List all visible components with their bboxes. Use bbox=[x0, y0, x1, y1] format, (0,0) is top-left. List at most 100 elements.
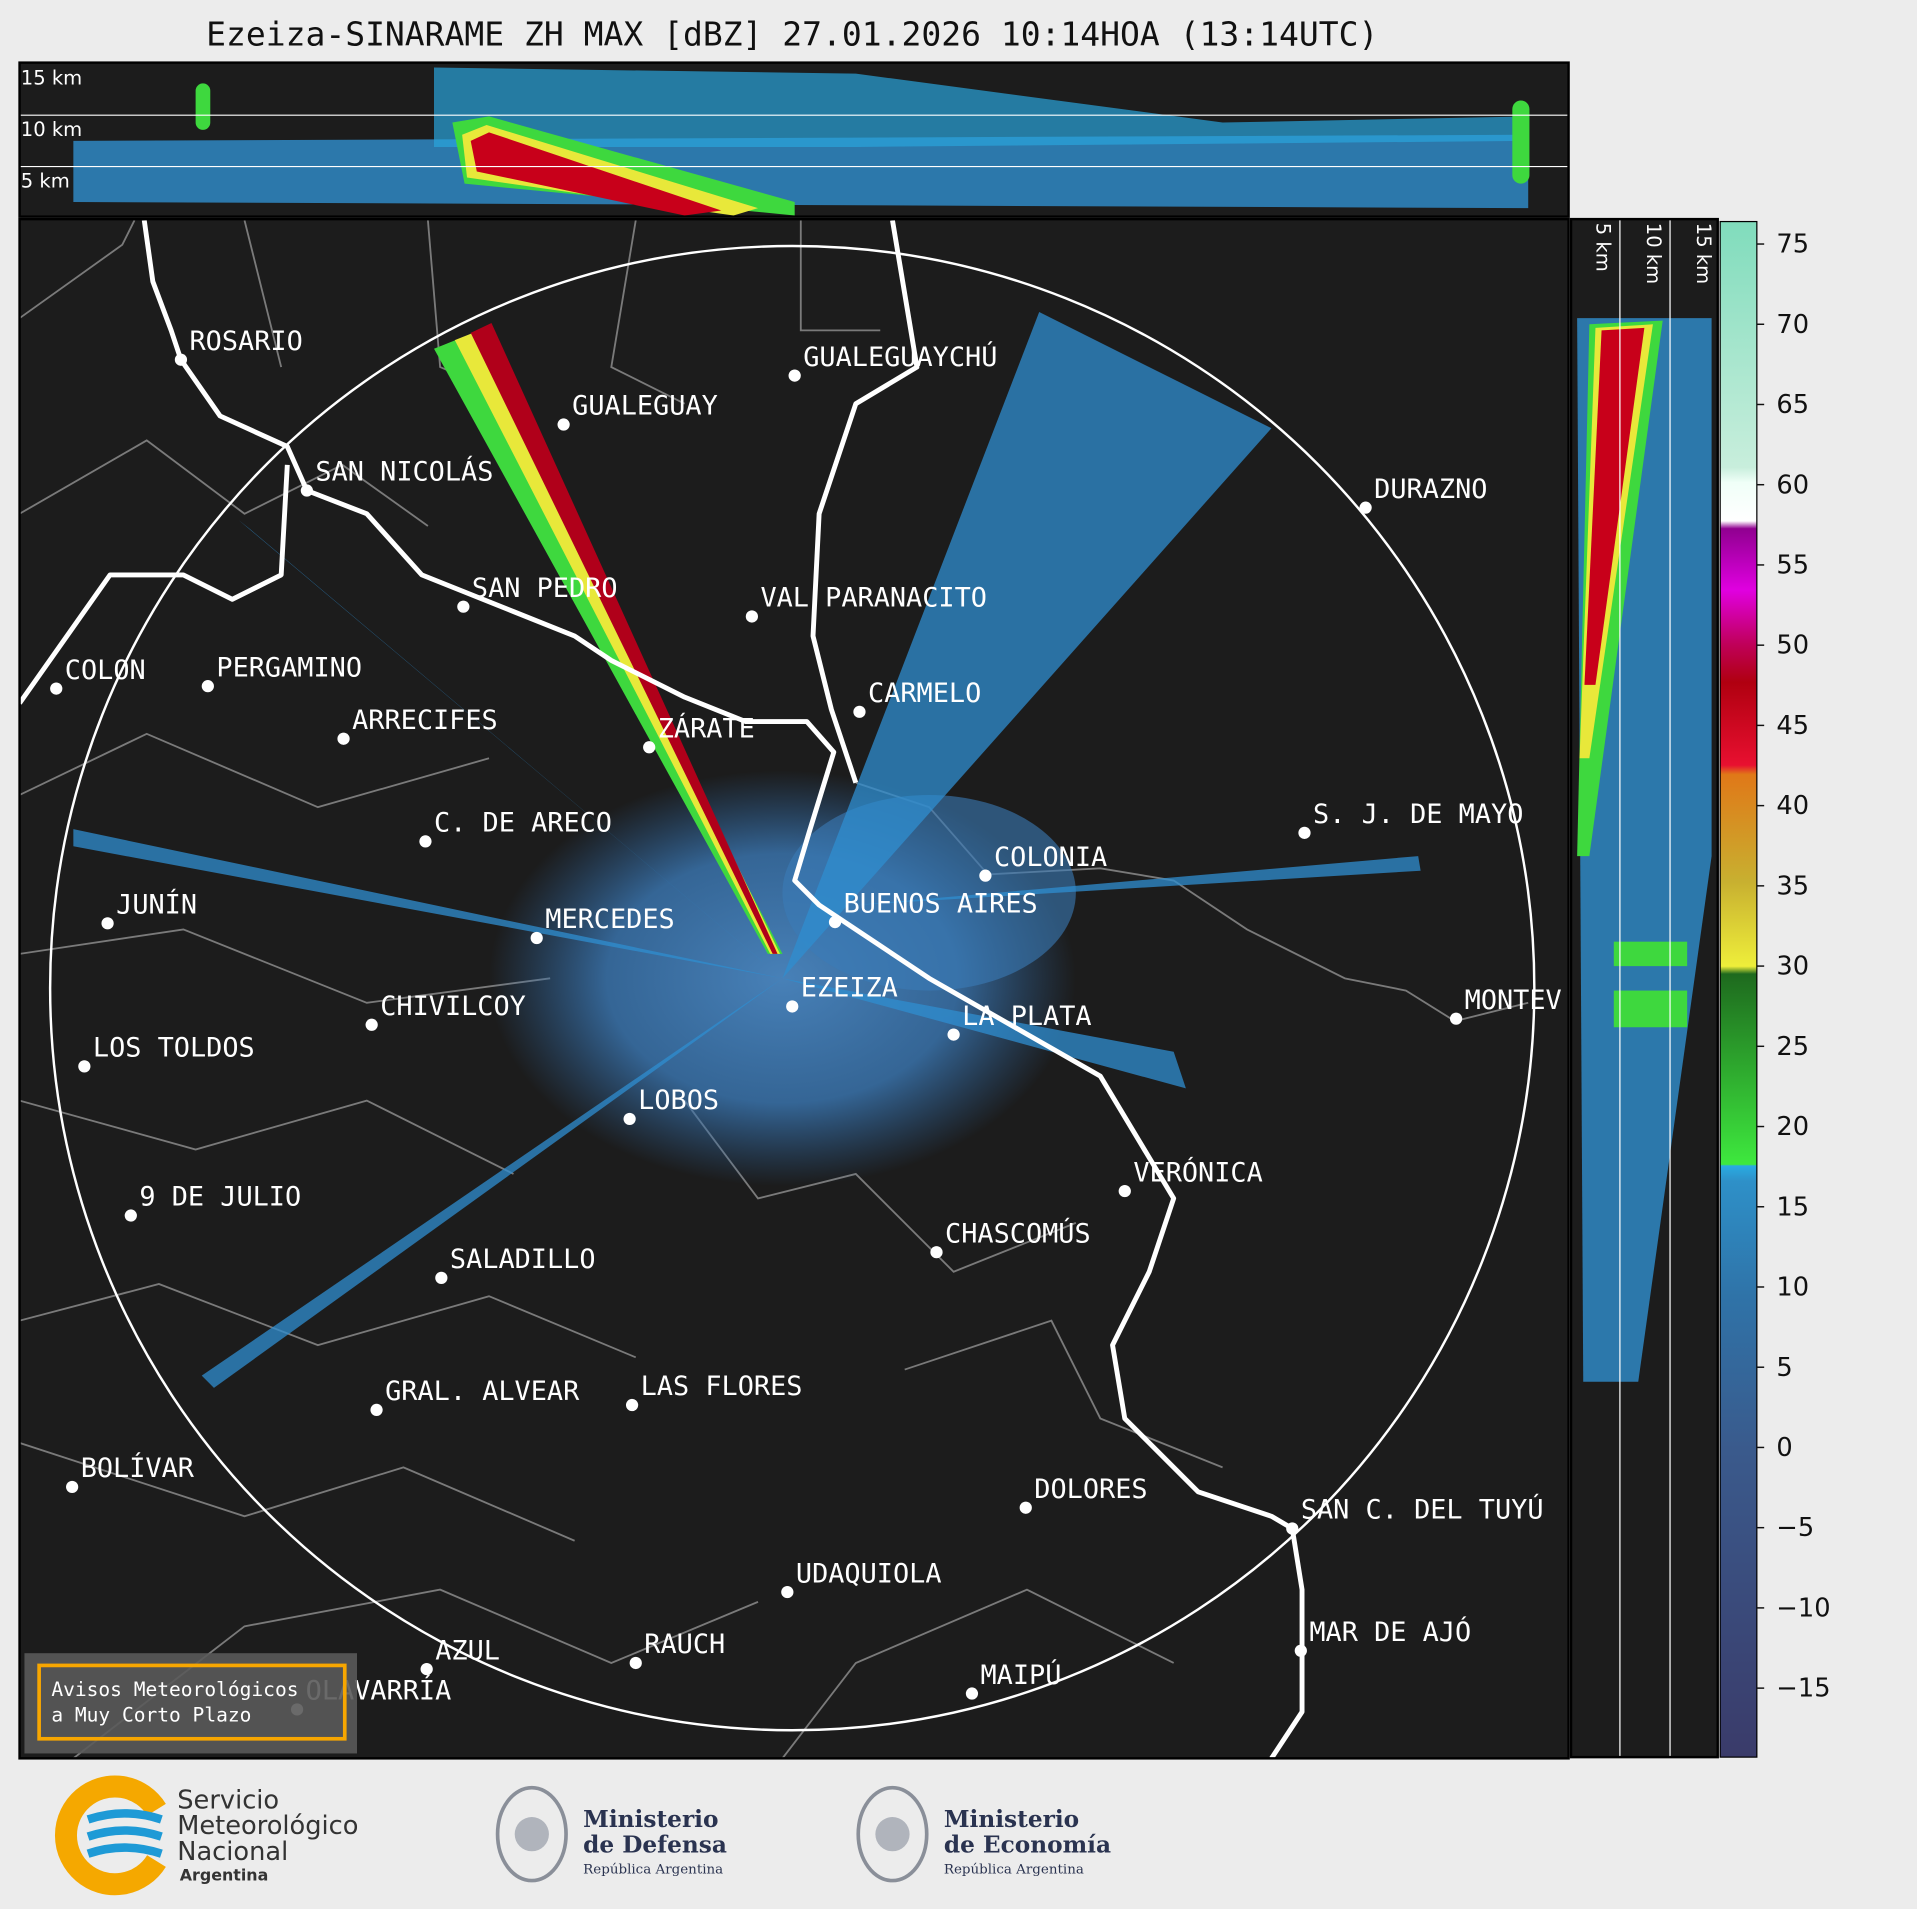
city-label: CHASCOMÚS bbox=[945, 1217, 1091, 1249]
city-label: CARMELO bbox=[868, 678, 981, 709]
city-marker bbox=[1298, 826, 1311, 839]
city-marker bbox=[781, 1585, 794, 1599]
city-marker bbox=[786, 1000, 799, 1013]
city-label: COLON bbox=[65, 655, 146, 686]
echo bbox=[1584, 327, 1645, 685]
city-label: MAIPÚ bbox=[981, 1659, 1062, 1691]
city-marker bbox=[853, 705, 866, 718]
city-marker bbox=[78, 1060, 91, 1073]
height-label: 10 km bbox=[21, 118, 82, 141]
city-marker bbox=[979, 869, 992, 882]
city-marker bbox=[745, 610, 758, 623]
city-marker bbox=[643, 741, 656, 754]
tick-label: 20 bbox=[1776, 1112, 1809, 1142]
city-marker bbox=[930, 1246, 943, 1259]
height-label: 5 km bbox=[21, 169, 70, 192]
city-label: ZÁRATE bbox=[658, 712, 755, 744]
tick-label: 40 bbox=[1776, 791, 1809, 821]
range-ring bbox=[48, 244, 1536, 1732]
logo-text: Ministerio bbox=[944, 1806, 1079, 1833]
city-label: GRAL. ALVEAR bbox=[385, 1376, 580, 1407]
defensa-logo: Ministerio de Defensa República Argentin… bbox=[495, 1785, 727, 1883]
city-marker bbox=[530, 931, 543, 945]
city-marker bbox=[1449, 1012, 1463, 1025]
city-label: LA PLATA bbox=[962, 1001, 1091, 1032]
top-section bbox=[19, 62, 1569, 217]
city-marker bbox=[50, 682, 63, 695]
logo-text: Nacional bbox=[177, 1837, 288, 1867]
city-label: DOLORES bbox=[1034, 1474, 1147, 1505]
city-label: MONTEV bbox=[1465, 985, 1562, 1016]
panel-frame bbox=[18, 61, 1570, 218]
city-label: C. DE ARECO bbox=[434, 808, 612, 839]
city-label: LOBOS bbox=[638, 1085, 719, 1116]
city-label: CHIVILCOY bbox=[380, 991, 526, 1022]
tick-label: 15 bbox=[1776, 1192, 1809, 1222]
city-label: S. J. DE MAYO bbox=[1313, 799, 1523, 830]
logo-waves bbox=[86, 1809, 163, 1858]
colorbar bbox=[1719, 220, 1758, 1758]
tick-label: 35 bbox=[1776, 871, 1809, 901]
city-label: GUALEGUAY bbox=[572, 391, 718, 422]
city-label: RAUCH bbox=[644, 1629, 725, 1660]
city-label: VAL PARANACITO bbox=[760, 583, 987, 614]
tick-label: 5 bbox=[1776, 1353, 1792, 1383]
city-marker bbox=[788, 369, 801, 382]
city-marker bbox=[419, 835, 432, 848]
city-label: DURAZNO bbox=[1374, 474, 1487, 505]
city-label: MAR DE AJÓ bbox=[1309, 1616, 1471, 1648]
notice-line[interactable]: a Muy Corto Plazo bbox=[51, 1704, 251, 1727]
tick-label: −15 bbox=[1776, 1674, 1830, 1704]
city-marker bbox=[1286, 1522, 1299, 1535]
tick-label: 50 bbox=[1776, 631, 1809, 661]
city-label: AZUL bbox=[435, 1635, 500, 1666]
city-marker bbox=[1294, 1644, 1307, 1657]
echo bbox=[195, 83, 211, 130]
height-label: 10 km bbox=[1642, 223, 1665, 284]
borders bbox=[19, 219, 1529, 1759]
seal bbox=[875, 1817, 910, 1852]
tick-label: 0 bbox=[1776, 1433, 1792, 1463]
city-marker bbox=[300, 484, 313, 497]
tick-label: 45 bbox=[1776, 711, 1809, 741]
echo bbox=[470, 323, 778, 954]
city-marker bbox=[201, 680, 214, 693]
city-label: UDAQUIOLA bbox=[796, 1558, 942, 1589]
city-label: MERCEDES bbox=[545, 904, 674, 935]
notice-line[interactable]: Avisos Meteorológicos bbox=[51, 1678, 298, 1701]
city-marker bbox=[370, 1403, 383, 1417]
city-marker bbox=[365, 1018, 378, 1031]
tick-label: 55 bbox=[1776, 550, 1809, 580]
side-labels: 5 km 10 km 15 km bbox=[1592, 223, 1715, 284]
city-marker bbox=[435, 1271, 448, 1284]
tick-label: 30 bbox=[1776, 952, 1809, 982]
city-label: ARRECIFES bbox=[352, 705, 498, 736]
tick-label: −5 bbox=[1776, 1513, 1814, 1543]
echo bbox=[73, 134, 1529, 209]
city-marker bbox=[828, 915, 842, 929]
top-labels: 15 km 10 km 5 km bbox=[21, 67, 82, 193]
city-label: PERGAMINO bbox=[216, 652, 362, 683]
city-marker bbox=[457, 600, 470, 613]
seal bbox=[856, 1785, 929, 1883]
logo-arc bbox=[54, 1775, 166, 1896]
tick-label: 60 bbox=[1776, 470, 1809, 500]
logo-text: República Argentina bbox=[944, 1862, 1084, 1877]
echo bbox=[1613, 941, 1688, 967]
height-label: 15 km bbox=[21, 67, 82, 90]
notice-frame[interactable] bbox=[37, 1663, 347, 1741]
tick-label: 25 bbox=[1776, 1032, 1809, 1062]
economia-logo: Ministerio de Economía República Argenti… bbox=[856, 1785, 1111, 1883]
city-marker bbox=[66, 1480, 79, 1494]
city-label: SAN C. DEL TUYÚ bbox=[1301, 1494, 1544, 1526]
cities: ROSARIO GUALEGUAYCHÚ GUALEGUAY SAN NICOLÁS D… bbox=[50, 326, 1562, 1716]
panel-frame bbox=[1569, 217, 1719, 1759]
echo bbox=[1613, 990, 1688, 1028]
echo bbox=[462, 124, 758, 216]
city-marker bbox=[1019, 1501, 1032, 1514]
city-marker bbox=[101, 917, 114, 930]
seal bbox=[495, 1785, 568, 1883]
